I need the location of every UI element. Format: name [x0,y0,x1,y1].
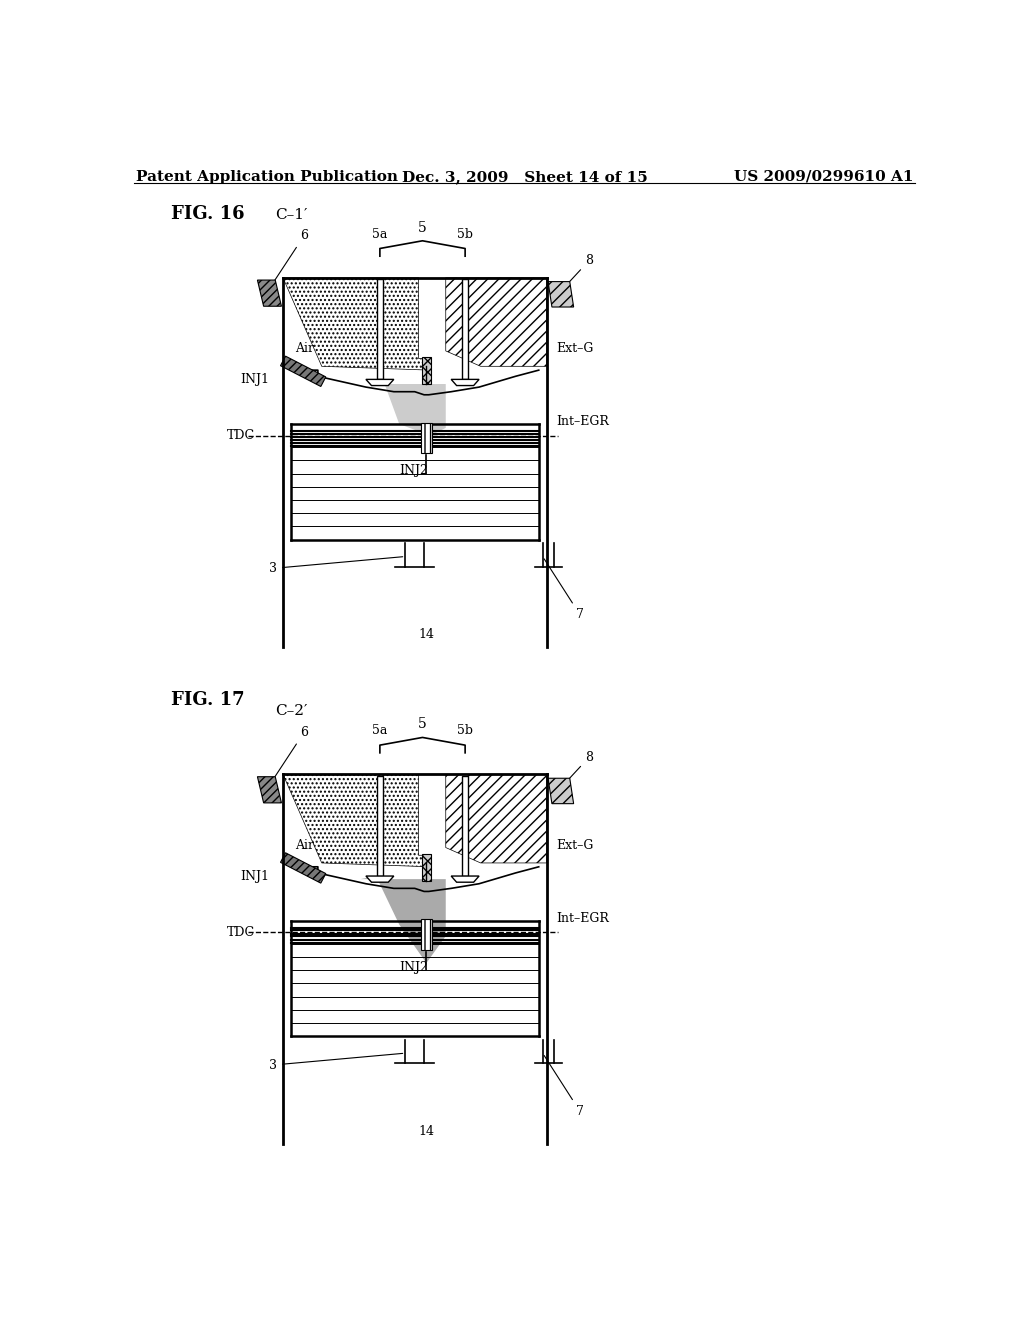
Text: INJ1: INJ1 [241,372,269,385]
Polygon shape [452,379,479,385]
Text: INJ2: INJ2 [399,961,428,974]
Text: Ext–G: Ext–G [556,342,593,355]
Polygon shape [291,370,403,436]
Bar [422,358,431,384]
Polygon shape [369,381,445,436]
Polygon shape [442,374,539,432]
Text: 14: 14 [419,1125,434,1138]
Polygon shape [377,776,383,876]
Text: 5a: 5a [372,228,387,240]
Text: 5: 5 [418,220,427,235]
Text: Air: Air [295,342,313,355]
Polygon shape [281,356,326,387]
Polygon shape [257,776,282,803]
Text: C–1′: C–1′ [275,207,308,222]
Polygon shape [463,280,468,379]
Polygon shape [281,853,326,883]
Polygon shape [283,277,430,370]
Polygon shape [445,775,547,863]
Text: 6: 6 [273,230,308,282]
Text: INJ1: INJ1 [241,870,269,883]
Polygon shape [366,379,394,385]
Text: 6: 6 [273,726,308,780]
Text: 8: 8 [561,751,593,788]
Text: Int–EGR: Int–EGR [556,912,608,925]
Text: 5: 5 [418,717,427,731]
Text: 7: 7 [544,558,584,622]
Text: 3: 3 [269,557,402,576]
Text: TDC: TDC [227,925,255,939]
Polygon shape [283,775,430,867]
Text: Dec. 3, 2009   Sheet 14 of 15: Dec. 3, 2009 Sheet 14 of 15 [402,170,647,183]
Text: 8: 8 [561,253,593,292]
Polygon shape [463,776,468,876]
Text: FIG. 17: FIG. 17 [171,692,245,709]
Text: INJ2: INJ2 [399,465,428,477]
Text: 7: 7 [544,1056,584,1118]
Text: TDC: TDC [227,429,255,442]
Polygon shape [291,867,388,932]
Bar [421,919,432,950]
Bar [422,854,431,880]
Polygon shape [548,779,573,804]
Polygon shape [452,876,479,882]
Polygon shape [257,280,282,306]
Polygon shape [366,876,394,882]
Text: FIG. 16: FIG. 16 [171,205,245,223]
Text: 5b: 5b [457,228,473,240]
Text: Ext–G: Ext–G [556,838,593,851]
Polygon shape [438,871,539,952]
Bar [421,422,432,453]
Text: 5b: 5b [457,725,473,738]
Text: C–2′: C–2′ [275,705,308,718]
Text: Air: Air [295,838,313,851]
Text: 14: 14 [419,628,434,642]
Text: Patent Application Publication: Patent Application Publication [136,170,397,183]
Polygon shape [377,280,383,379]
Text: 3: 3 [269,1053,402,1072]
Polygon shape [548,281,573,308]
Text: 5a: 5a [372,725,387,738]
Text: US 2009/0299610 A1: US 2009/0299610 A1 [734,170,913,183]
Polygon shape [360,876,445,964]
Text: Int–EGR: Int–EGR [556,416,608,428]
Polygon shape [445,277,547,367]
